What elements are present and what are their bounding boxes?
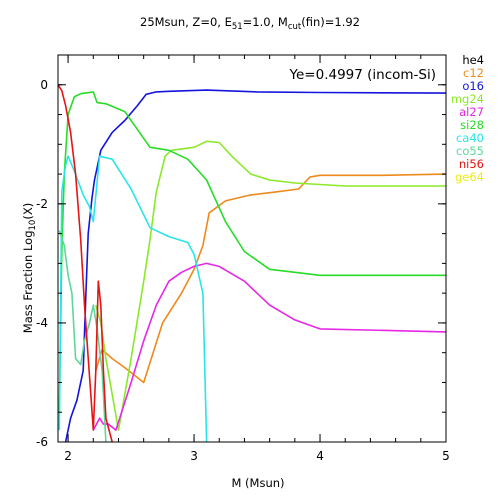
x-tick-label: 3 xyxy=(190,449,198,463)
legend-entry-o16: o16 xyxy=(462,79,484,93)
x-tick-label: 5 xyxy=(442,449,450,463)
series-line-ni56 xyxy=(58,84,113,442)
series-line-si28 xyxy=(58,91,446,413)
series-line-ca40 xyxy=(58,155,208,442)
legend-entry-mg24: mg24 xyxy=(451,92,484,106)
series-line-c12 xyxy=(95,173,446,384)
x-axis-label: M (Msun) xyxy=(231,476,284,490)
series-line-co55 xyxy=(58,230,107,442)
series-line-mg24 xyxy=(95,140,446,431)
legend-entry-ni56: ni56 xyxy=(459,157,484,171)
y-tick-label: -2 xyxy=(36,197,48,211)
legend-entry-he4: he4 xyxy=(462,53,484,67)
legend-entry-al27: al27 xyxy=(459,105,484,119)
plot-frame xyxy=(57,54,447,443)
legend-entry-c12: c12 xyxy=(463,66,484,80)
y-axis-ticks: 0 -2 -4 -6 xyxy=(36,54,446,449)
y-tick-label: -6 xyxy=(36,435,48,449)
x-tick-label: 2 xyxy=(64,449,72,463)
series-line-o16 xyxy=(64,89,446,442)
legend-entry-co55: co55 xyxy=(456,144,484,158)
y-tick-label: -4 xyxy=(36,316,48,330)
x-tick-label: 4 xyxy=(316,449,324,463)
series-line-al27 xyxy=(92,262,446,431)
series-layer xyxy=(58,84,446,442)
y-tick-label: 0 xyxy=(40,78,48,92)
y-axis-label: Mass Fraction Log10(X) xyxy=(21,203,38,333)
legend-entry-ca40: ca40 xyxy=(456,131,484,145)
chart-title: 25Msun, Z=0, E51=1.0, Mcut(fin)=1.92 xyxy=(140,15,360,32)
annotation-ye: Ye=0.4997 (incom-Si) xyxy=(289,67,436,83)
x-axis-ticks: 2 3 4 5 xyxy=(64,55,450,463)
legend-entry-ge64: ge64 xyxy=(455,170,484,184)
legend-entry-si28: si28 xyxy=(460,118,484,132)
